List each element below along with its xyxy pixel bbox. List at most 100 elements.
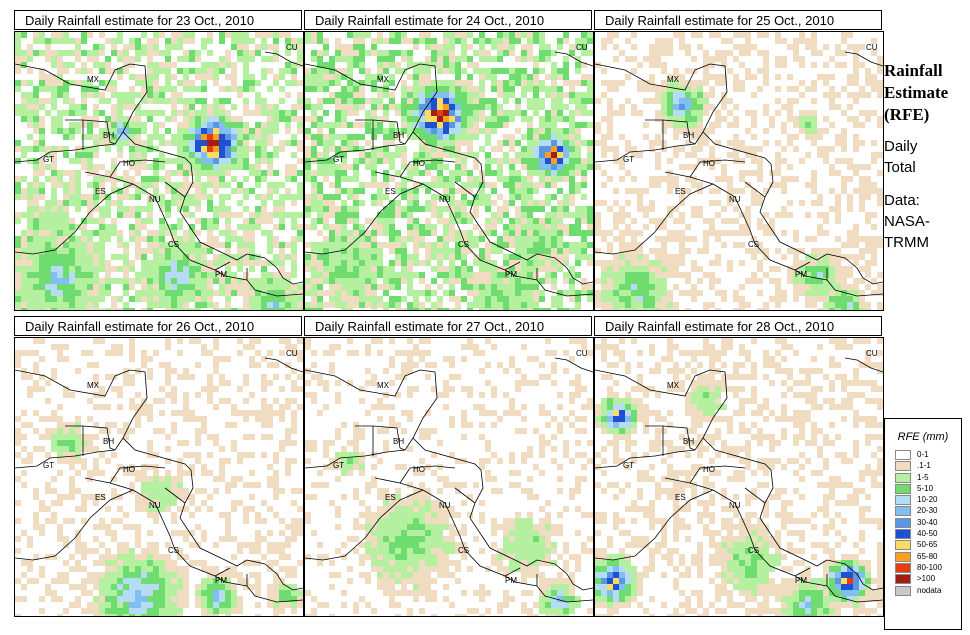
source-line: TRMM	[884, 234, 929, 251]
country-label: BH	[393, 131, 404, 140]
country-label: MX	[377, 381, 390, 390]
subtitle-line: Daily	[884, 138, 918, 155]
legend-item: .1-1	[885, 460, 961, 472]
title-line: Rainfall	[884, 61, 943, 80]
country-label: CS	[458, 240, 469, 249]
panel-title: Daily Rainfall estimate for 25 Oct., 201…	[594, 10, 882, 30]
coastlines-and-borders	[15, 357, 303, 603]
legend-title: RFE (mm)	[897, 431, 949, 443]
legend-swatch	[895, 472, 911, 483]
country-label: BH	[393, 437, 404, 446]
country-label: HO	[703, 159, 715, 168]
legend-label: 30-40	[917, 517, 938, 527]
legend-item: 20-30	[885, 505, 961, 517]
map-panel-4: Daily Rainfall estimate for 26 Oct., 201…	[14, 316, 304, 617]
legend-swatch	[895, 529, 911, 540]
country-label: GT	[43, 155, 54, 164]
panel-title: Daily Rainfall estimate for 26 Oct., 201…	[14, 316, 302, 336]
country-label: MX	[87, 75, 100, 84]
legend-swatch	[895, 585, 911, 596]
country-label: PM	[505, 270, 517, 279]
country-label: HO	[123, 465, 135, 474]
country-label: GT	[623, 155, 634, 164]
country-label: ES	[675, 187, 686, 196]
country-label: NU	[729, 501, 741, 510]
country-label: PM	[795, 270, 807, 279]
legend-label: 10-20	[917, 495, 938, 505]
country-label: HO	[703, 465, 715, 474]
country-label: ES	[385, 187, 396, 196]
legend-item: 30-40	[885, 517, 961, 528]
product-description: Rainfall Estimate (RFE) Daily Total Data…	[884, 60, 966, 253]
country-label: PM	[505, 576, 517, 585]
country-label: MX	[667, 75, 680, 84]
map-canvas: MX BH GT HO ES NU CS PM CU	[595, 32, 883, 310]
rainfall-grid	[595, 32, 883, 310]
panel-title: Daily Rainfall estimate for 24 Oct., 201…	[304, 10, 592, 30]
coastlines-and-borders	[305, 357, 593, 603]
country-label: CU	[576, 43, 588, 52]
source-line: Data:	[884, 192, 920, 209]
map-panel-1: Daily Rainfall estimate for 23 Oct., 201…	[14, 10, 304, 311]
country-label: NU	[729, 195, 741, 204]
country-label: CS	[168, 546, 179, 555]
map-canvas: MX BH GT HO ES NU CS PM CU	[305, 338, 593, 616]
legend-item: 65-80	[885, 551, 961, 562]
country-label: MX	[377, 75, 390, 84]
legend-swatch	[895, 551, 911, 562]
legend-item: nodata	[885, 585, 961, 596]
country-label: NU	[439, 501, 451, 510]
panel-title: Daily Rainfall estimate for 28 Oct., 201…	[594, 316, 882, 336]
title-line: (RFE)	[884, 105, 930, 124]
legend-label: >100	[917, 574, 936, 584]
legend-item: 1-5	[885, 472, 961, 483]
legend-swatch	[895, 574, 911, 585]
rainfall-grid	[595, 338, 883, 616]
country-label: NU	[149, 501, 161, 510]
country-label: MX	[87, 381, 100, 390]
legend-label: nodata	[917, 585, 942, 595]
country-label: ES	[95, 493, 106, 502]
country-label: MX	[667, 381, 680, 390]
country-label: NU	[439, 195, 451, 204]
rainfall-map: MX BH GT HO ES NU CS PM CU	[304, 31, 594, 311]
title-line: Estimate	[884, 83, 949, 102]
coastlines-and-borders	[305, 51, 593, 297]
country-label: GT	[333, 461, 344, 470]
legend-swatch	[895, 562, 911, 573]
legend-label: 1-5	[917, 472, 929, 482]
country-label: BH	[683, 131, 694, 140]
rainfall-map: MX BH GT HO ES NU CS PM CU	[594, 337, 884, 617]
rainfall-grid	[305, 338, 593, 616]
map-panel-2: Daily Rainfall estimate for 24 Oct., 201…	[304, 10, 594, 311]
map-canvas: MX BH GT HO ES NU CS PM CU	[305, 32, 593, 310]
rainfall-map: MX BH GT HO ES NU CS PM CU	[594, 31, 884, 311]
country-label: HO	[413, 465, 425, 474]
country-label: ES	[95, 187, 106, 196]
country-label: HO	[123, 159, 135, 168]
coastlines-and-borders	[595, 357, 883, 603]
country-label: BH	[683, 437, 694, 446]
legend-swatch	[895, 450, 911, 460]
legend-item: 50-65	[885, 539, 961, 551]
panel-title: Daily Rainfall estimate for 23 Oct., 201…	[14, 10, 302, 30]
map-panel-3: Daily Rainfall estimate for 25 Oct., 201…	[594, 10, 884, 311]
legend-swatch	[895, 506, 911, 517]
country-label: CU	[866, 349, 878, 358]
country-label: BH	[103, 131, 114, 140]
country-label: CS	[458, 546, 469, 555]
legend-label: 50-65	[917, 540, 938, 550]
map-panel-6: Daily Rainfall estimate for 28 Oct., 201…	[594, 316, 884, 617]
country-label: PM	[795, 576, 807, 585]
coastlines-and-borders	[595, 51, 883, 297]
legend-label: 20-30	[917, 506, 938, 516]
country-label: CU	[576, 349, 588, 358]
country-label: PM	[215, 576, 227, 585]
country-label: CU	[286, 43, 298, 52]
legend-label: 80-100	[917, 562, 942, 572]
country-label: NU	[149, 195, 161, 204]
country-label: HO	[413, 159, 425, 168]
subtitle-line: Total	[884, 159, 916, 176]
legend-swatch	[895, 461, 911, 472]
legend-label: 65-80	[917, 551, 938, 561]
